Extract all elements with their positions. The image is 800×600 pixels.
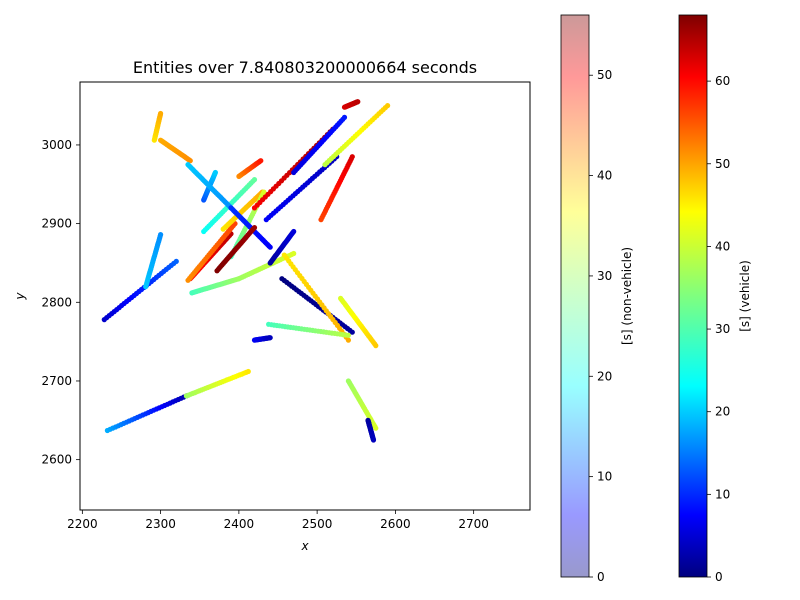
trajectory-27 (266, 321, 351, 338)
x-tick-label: 2400 (224, 517, 255, 531)
trajectory-1 (183, 368, 251, 399)
plot-marks (101, 99, 391, 443)
trajectory-30 (365, 417, 377, 443)
colorbar-tick-label: 10 (715, 487, 730, 501)
trajectory-point (158, 232, 164, 238)
x-tick-label: 2200 (67, 517, 98, 531)
colorbar-tick-label: 30 (715, 322, 730, 336)
trajectory-point (349, 329, 355, 335)
trajectory-point (261, 189, 267, 195)
trajectory-point (373, 425, 379, 431)
trajectory-28 (338, 295, 379, 349)
trajectory-point (349, 154, 355, 160)
colorbar-tick-label: 40 (597, 169, 612, 183)
colorbar-non-vehicle (560, 14, 590, 578)
trajectory-2 (101, 258, 179, 323)
colorbar-tick-label: 0 (715, 570, 723, 584)
y-axis-label: y (13, 292, 27, 301)
trajectory-11 (189, 276, 242, 296)
trajectory-point (212, 169, 218, 176)
trajectory-16 (228, 205, 273, 250)
trajectory-point (345, 332, 351, 338)
colorbar-vehicle-label: [s] (vehicle) (738, 260, 752, 332)
colorbar-tick-label: 10 (597, 470, 612, 484)
trajectory-29 (345, 378, 379, 431)
colorbar-tick-label: 20 (715, 405, 730, 419)
trajectory-point (245, 368, 251, 375)
x-axis-label: x (300, 539, 309, 553)
y-tick-label: 3000 (41, 138, 72, 152)
trajectory-point (345, 337, 351, 343)
x-tick-label: 2600 (380, 517, 411, 531)
trajectory-13 (201, 177, 258, 235)
colorbar-vehicle-ticks: 0 10 20 30 40 50 60 (707, 74, 730, 584)
trajectory-14 (236, 158, 264, 179)
y-tick-label: 2900 (41, 217, 72, 231)
y-tick-label: 2600 (41, 453, 72, 467)
trajectory-point (385, 103, 391, 109)
plot-frame (79, 81, 531, 511)
trajectory-point (341, 114, 348, 120)
trajectory-point (370, 437, 377, 443)
colorbar-tick-label: 60 (715, 74, 730, 88)
trajectory-point (187, 158, 193, 164)
trajectory-point (251, 177, 258, 183)
x-tick-label: 2300 (145, 517, 176, 531)
colorbar-tick-label: 50 (597, 68, 612, 82)
x-tick-label: 2700 (458, 517, 489, 531)
trajectory-point (258, 158, 264, 164)
trajectory-point (173, 258, 179, 264)
colorbar-non-vehicle-ticks: 0 10 20 30 40 50 (589, 68, 612, 584)
colorbar-tick-label: 40 (715, 239, 730, 253)
trajectory-0 (104, 393, 189, 434)
trajectory-17 (214, 225, 258, 274)
trajectory-22 (341, 99, 361, 110)
x-axis-ticks: 2200 2300 2400 2500 2600 2700 (67, 510, 489, 531)
trajectory-23 (318, 154, 355, 223)
colorbar-tick-label: 50 (715, 157, 730, 171)
y-tick-label: 2700 (41, 374, 72, 388)
trajectory-3 (151, 110, 164, 143)
colorbar-vehicle (678, 14, 708, 578)
trajectory-point (267, 244, 273, 250)
trajectory-15 (185, 162, 234, 211)
trajectory-point (158, 110, 164, 117)
trajectory-24 (267, 228, 297, 266)
trajectory-point (291, 228, 297, 235)
colorbar-non-vehicle-label: [s] (non-vehicle) (620, 247, 634, 345)
trajectory-31 (251, 335, 273, 343)
y-tick-label: 2800 (41, 295, 72, 309)
colorbar-tick-label: 30 (597, 269, 612, 283)
y-axis-ticks: 2600 2700 2800 2900 3000 (41, 138, 80, 467)
trajectory-8 (185, 221, 238, 283)
colorbar-tick-label: 20 (597, 369, 612, 383)
colorbar-tick-label: 0 (597, 570, 605, 584)
trajectory-point (373, 343, 379, 349)
trajectory-point (267, 335, 273, 341)
trajectory-point (251, 225, 258, 231)
trajectory-point (291, 250, 297, 257)
trajectory-point (355, 99, 361, 105)
trajectory-5 (143, 232, 164, 290)
chart-title: Entities over 7.840803200000664 seconds (133, 58, 477, 77)
trajectory-12 (236, 250, 297, 282)
trajectory-4 (158, 137, 193, 164)
trajectory-20 (291, 114, 348, 176)
x-tick-label: 2500 (302, 517, 333, 531)
trajectory-21 (322, 103, 391, 168)
